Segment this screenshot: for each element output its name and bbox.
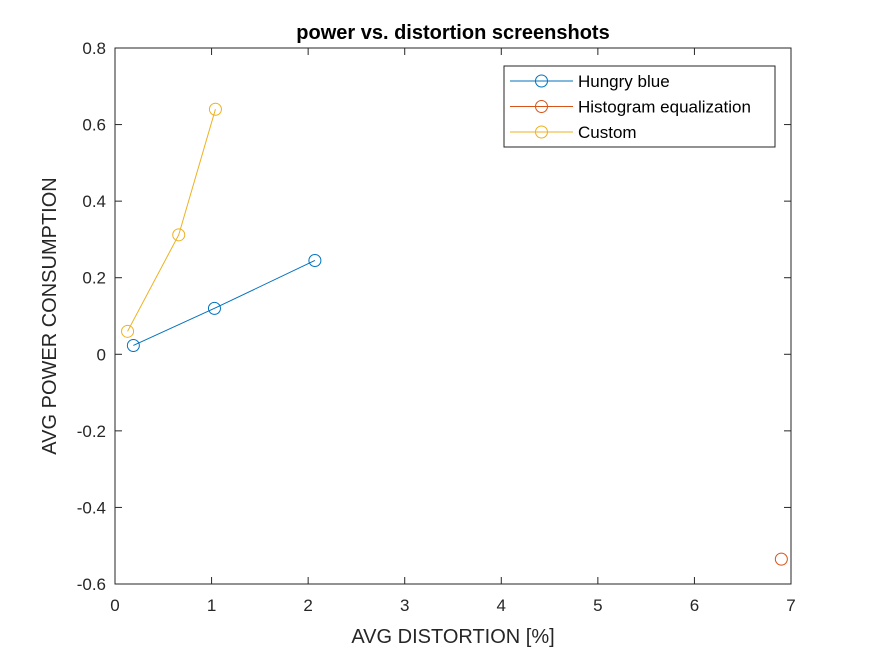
data-point (207, 301, 221, 315)
y-tick-label: -0.6 (77, 575, 106, 594)
y-tick-label: 0 (97, 345, 106, 364)
axes-box (114, 47, 792, 585)
y-tick-label: -0.4 (77, 498, 106, 517)
y-tick-label: 0.4 (82, 192, 106, 211)
series-custom (121, 102, 222, 338)
legend-entry: Histogram equalization (510, 98, 751, 117)
x-tick-label: 1 (207, 596, 216, 615)
data-point (774, 552, 788, 566)
data-point (121, 324, 135, 338)
x-tick-label: 4 (497, 596, 506, 615)
data-point (126, 338, 140, 352)
x-tick-label: 2 (303, 596, 312, 615)
x-tick-label: 3 (400, 596, 409, 615)
series-histogram-equalization (774, 552, 788, 566)
x-tick-label: 6 (690, 596, 699, 615)
chart-title: power vs. distortion screenshots (296, 22, 609, 44)
x-tick-label: 5 (593, 596, 602, 615)
legend-entry: Custom (510, 123, 637, 142)
legend-label: Custom (578, 123, 637, 142)
series-line (133, 260, 316, 346)
y-tick-label: -0.2 (77, 422, 106, 441)
y-tick-label: 0.6 (82, 116, 106, 135)
legend-entry: Hungry blue (510, 72, 670, 91)
y-axis-title: AVG POWER CONSUMPTION (39, 177, 61, 454)
legend: Hungry blue Histogram equalization Custom (503, 65, 776, 148)
legend-label: Histogram equalization (578, 98, 751, 117)
y-tick-label: 0.2 (82, 269, 106, 288)
data-point (308, 253, 322, 267)
legend-marker (535, 100, 548, 113)
legend-label: Hungry blue (578, 72, 670, 91)
data-point (172, 228, 186, 242)
legend-marker (535, 125, 548, 139)
series-line (127, 109, 216, 332)
x-tick-label: 7 (786, 596, 795, 615)
series-hungry-blue (126, 253, 322, 352)
x-axis-title: AVG DISTORTION [%] (351, 626, 554, 648)
legend-marker (535, 74, 548, 88)
x-tick-label: 0 (110, 596, 119, 615)
y-tick-label: 0.8 (82, 39, 106, 58)
data-point (208, 102, 222, 116)
